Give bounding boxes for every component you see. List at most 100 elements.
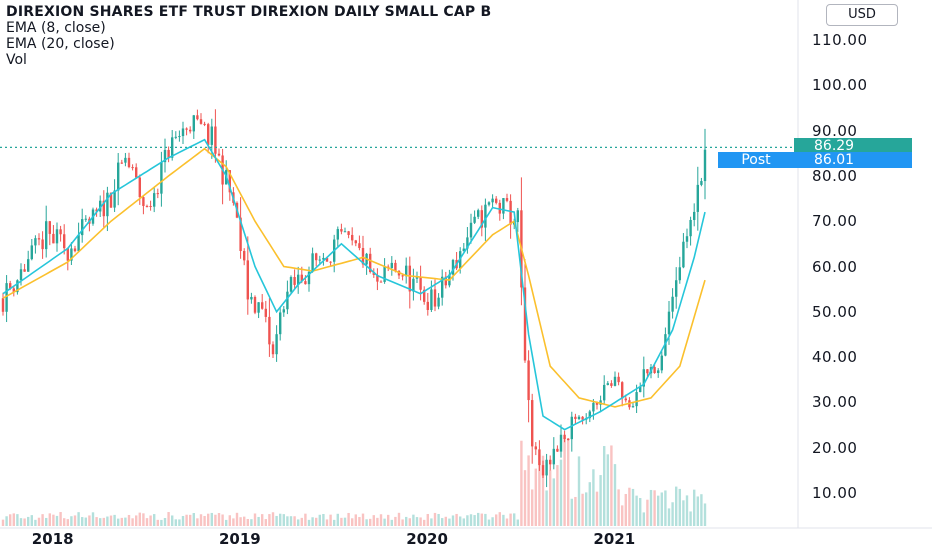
volume-bar [498,512,501,526]
candle-body [527,360,530,401]
price-tick-label: 90.00 [812,121,858,140]
candle-body [376,274,379,282]
candle-body [574,416,577,419]
candle-body [30,245,33,260]
price-tick-label: 100.00 [812,76,868,95]
volume-bar [181,516,185,526]
candle-body [261,302,264,309]
candle-body [131,167,134,169]
volume-bar [12,513,15,526]
volume-bar [185,514,188,526]
volume-bar [95,517,98,526]
volume-bar [243,516,246,526]
candle-body [451,259,455,275]
currency-selector[interactable]: USD [826,4,898,26]
candle-body [394,262,397,271]
candle-body [106,192,109,217]
candle-body [531,400,534,447]
volume-bar [509,513,512,526]
candle-body [27,259,30,272]
candle-body [12,288,15,293]
volume-bar [45,517,48,526]
volume-bar [333,519,336,526]
volume-bar [171,515,174,526]
symbol-title[interactable]: DIREXION SHARES ETF TRUST DIREXION DAILY… [6,4,492,20]
volume-bar [163,518,167,526]
volume-bar [462,518,465,526]
volume-bar [30,515,33,526]
candle-body [300,274,303,282]
candle-body [127,157,131,168]
volume-bar [689,511,692,526]
volume-bar [225,519,228,526]
time-tick-label: 2018 [31,530,74,548]
candle-body [653,367,656,373]
volume-bar [664,490,667,526]
volume-bar [671,502,674,526]
volume-bar [1,519,5,526]
candle-body [577,416,581,419]
volume-bar [693,489,696,526]
volume-bar [613,464,617,526]
volume-bar [354,514,357,526]
candle-body [660,355,663,371]
candle-body [581,416,584,420]
volume-bar [135,515,138,526]
candle-body [279,312,282,335]
candle-body [210,126,213,145]
candle-body [19,269,23,281]
candlesticks [1,109,707,488]
time-tick-label: 2020 [406,530,448,548]
candle-body [23,269,26,272]
price-tick-label: 110.00 [812,31,868,49]
candle-body [621,382,624,399]
volume-bar [52,514,55,526]
candle-body [282,309,285,313]
volume-bar [271,512,275,526]
volume-bar [27,516,30,526]
candle-body [138,177,141,198]
candle-body [678,267,681,281]
volume-bars [1,437,707,526]
volume-bar [55,515,59,526]
volume-bar [603,446,606,526]
candle-body [70,248,73,261]
candle-body [250,296,253,300]
candle-body [293,277,296,285]
volume-bar [631,488,635,526]
candle-body [63,234,66,249]
price-tick-label: 60.00 [812,257,858,276]
candle-body [516,210,519,223]
volume-bar [559,459,563,526]
volume-bar [365,519,368,526]
candle-body [257,302,260,313]
volume-bar [102,517,105,526]
volume-bar [419,517,422,526]
candle-body [156,193,159,195]
volume-bar [221,514,224,526]
volume-bar [595,491,599,526]
candle-body [322,257,325,260]
ema-20-legend[interactable]: EMA (20, close) [6,36,115,52]
candle-body [696,184,699,212]
volume-bar [329,514,332,526]
price-tick-label: 40.00 [812,348,858,367]
volume-bar [113,514,116,526]
candle-body [167,149,170,158]
volume-legend[interactable]: Vol [6,52,27,68]
volume-bar [228,515,231,526]
candle-body [214,126,217,154]
candle-body [613,376,617,386]
candle-body [685,236,689,242]
volume-bar [541,455,545,526]
ema-8-legend[interactable]: EMA (8, close) [6,20,106,36]
volume-bar [685,495,689,526]
candle-body [163,149,167,163]
volume-bar [361,513,365,526]
ema-8-line [2,138,706,431]
volume-bar [282,514,285,526]
volume-bar [192,513,195,526]
volume-bar [516,519,519,526]
volume-bar [257,516,260,526]
